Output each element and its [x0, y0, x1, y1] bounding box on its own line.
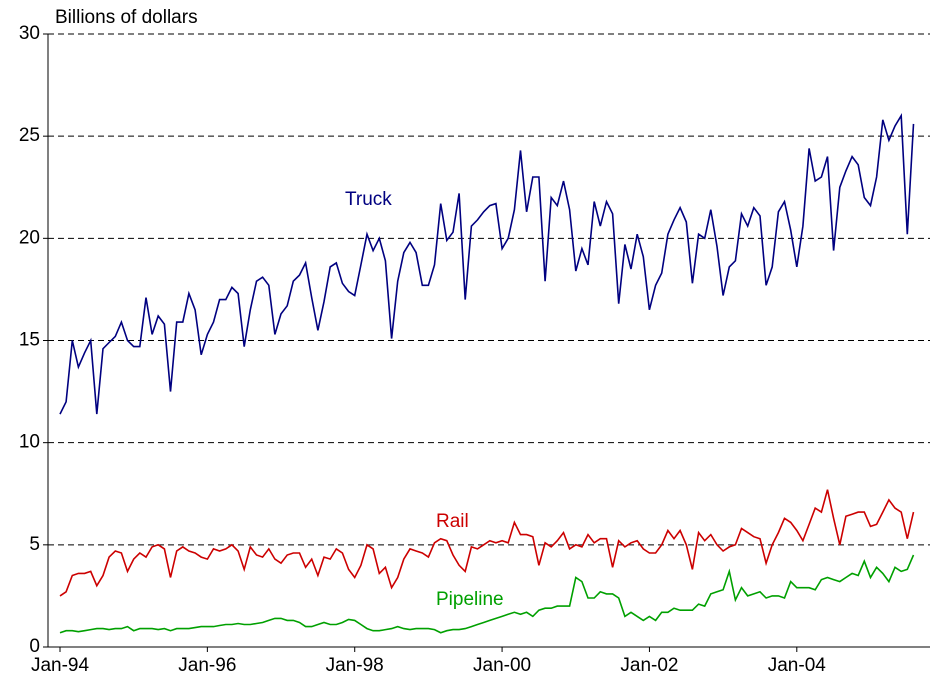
series-line — [59, 489, 915, 597]
y-tick-label: 0 — [29, 636, 40, 657]
y-tick-label: 10 — [19, 432, 40, 453]
series-line — [59, 113, 915, 415]
x-tick-label: Jan-02 — [620, 655, 678, 676]
series-label: Rail — [436, 511, 469, 532]
y-tick-label: 30 — [19, 23, 40, 44]
y-tick-label: 5 — [29, 534, 40, 555]
x-tick-label: Jan-98 — [326, 655, 384, 676]
series-label: Truck — [345, 189, 392, 210]
chart-title: Billions of dollars — [55, 7, 198, 28]
series-line — [59, 554, 915, 634]
x-tick-label: Jan-96 — [178, 655, 236, 676]
x-tick-label: Jan-94 — [31, 655, 90, 676]
x-tick-label: Jan-00 — [473, 655, 531, 676]
x-tick-label: Jan-04 — [768, 655, 827, 676]
y-tick-label: 20 — [19, 227, 40, 248]
y-tick-label: 25 — [19, 125, 40, 146]
series-label: Pipeline — [436, 589, 504, 610]
y-tick-label: 15 — [19, 330, 40, 351]
